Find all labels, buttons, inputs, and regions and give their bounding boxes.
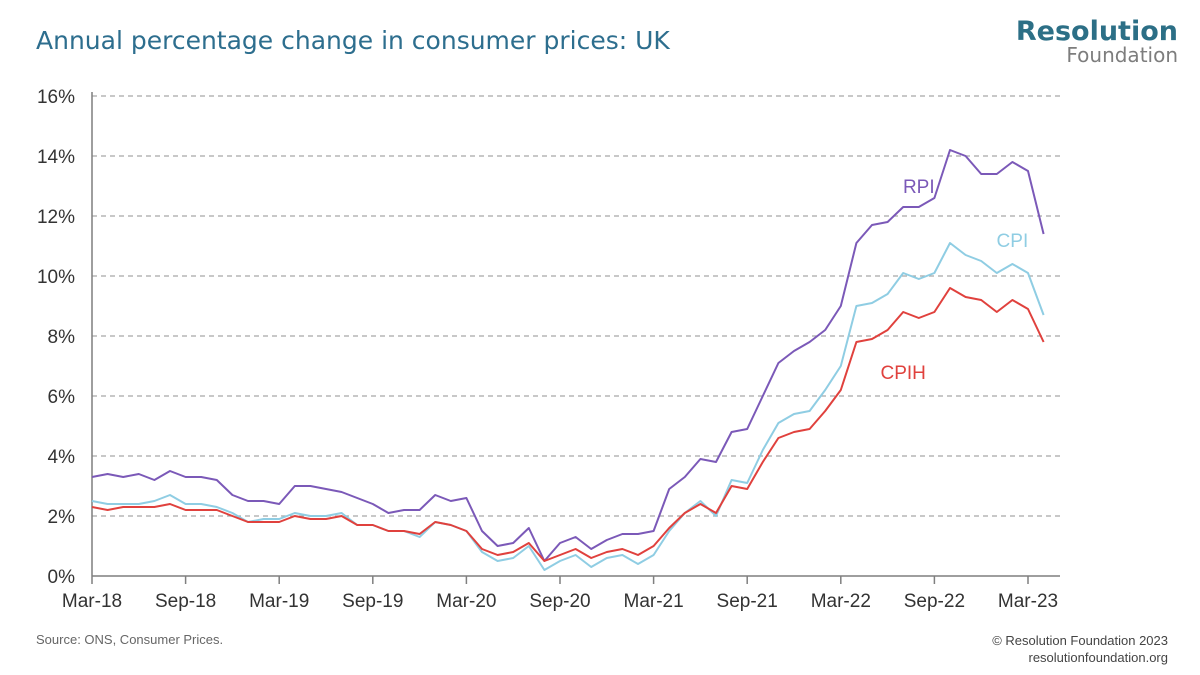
y-tick-label: 4% xyxy=(48,447,76,468)
source-note: Source: ONS, Consumer Prices. xyxy=(36,632,224,647)
logo-line2: Foundation xyxy=(1066,43,1178,67)
series-label-cpi: CPI xyxy=(997,231,1029,252)
copyright-text: © Resolution Foundation 2023 xyxy=(992,633,1168,648)
x-tick-label: Sep-20 xyxy=(529,591,590,612)
x-tick-label: Sep-22 xyxy=(904,591,965,612)
y-tick-label: 8% xyxy=(48,327,76,348)
y-tick-label: 2% xyxy=(48,507,76,528)
resolution-foundation-logo: Resolution Foundation xyxy=(1016,16,1178,67)
series-label-rpi: RPI xyxy=(903,177,935,198)
y-tick-label: 16% xyxy=(37,87,75,108)
footer-credits: © Resolution Foundation 2023 resolutionf… xyxy=(992,632,1168,666)
series-line-rpi xyxy=(91,149,1045,562)
y-tick-label: 0% xyxy=(48,567,76,588)
x-tick-label: Sep-19 xyxy=(342,591,403,612)
x-tick-label: Mar-18 xyxy=(62,591,122,612)
y-tick-label: 12% xyxy=(37,207,75,228)
website-text: resolutionfoundation.org xyxy=(1028,650,1169,665)
y-tick-label: 6% xyxy=(48,387,76,408)
x-tick-label: Sep-21 xyxy=(717,591,778,612)
x-tick-label: Mar-19 xyxy=(249,591,309,612)
x-tick-label: Mar-22 xyxy=(811,591,871,612)
y-tick-label: 14% xyxy=(37,147,75,168)
x-tick-label: Mar-23 xyxy=(998,591,1058,612)
logo-line1: Resolution xyxy=(1015,16,1178,47)
series-label-cpih: CPIH xyxy=(880,363,925,384)
y-tick-label: 10% xyxy=(37,267,75,288)
x-tick-label: Mar-20 xyxy=(436,591,496,612)
series-line-cpi xyxy=(91,242,1045,571)
x-tick-label: Mar-21 xyxy=(624,591,684,612)
chart-title: Annual percentage change in consumer pri… xyxy=(36,26,670,55)
series-line-cpih xyxy=(91,287,1045,562)
x-tick-label: Sep-18 xyxy=(155,591,216,612)
